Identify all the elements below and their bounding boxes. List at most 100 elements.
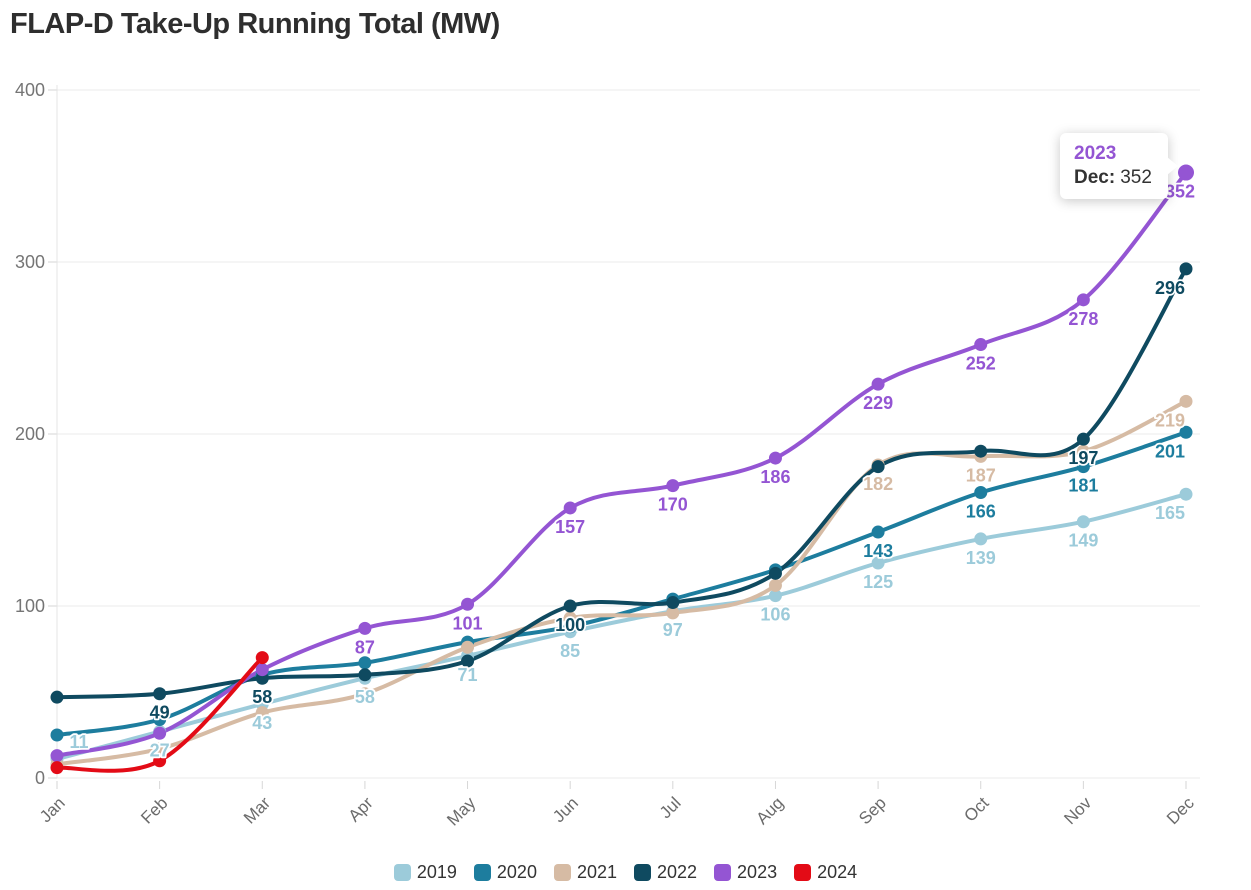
point-label-2022-Jun: 100 bbox=[555, 615, 585, 635]
legend-item-2024[interactable]: 2024 bbox=[794, 862, 857, 883]
point-label-2019-Dec: 165 bbox=[1155, 503, 1185, 523]
legend-label-2021: 2021 bbox=[576, 862, 617, 882]
point-2019-Oct[interactable] bbox=[974, 532, 988, 546]
x-tick-label-Jan: Jan bbox=[36, 793, 69, 826]
point-2022-Oct[interactable] bbox=[974, 444, 988, 458]
legend-swatch-2021 bbox=[553, 864, 571, 881]
point-2022-Sep[interactable] bbox=[871, 460, 885, 474]
point-2021-May[interactable] bbox=[461, 640, 475, 654]
legend-item-2023[interactable]: 2023 bbox=[714, 862, 777, 883]
point-2023-Nov[interactable] bbox=[1076, 293, 1090, 307]
point-2023-Jun[interactable] bbox=[563, 501, 577, 515]
point-2021-Jun[interactable] bbox=[563, 611, 577, 625]
legend-label-2024: 2024 bbox=[817, 862, 858, 882]
x-tick-label-Apr: Apr bbox=[345, 793, 377, 825]
point-2023-Mar[interactable] bbox=[255, 663, 269, 677]
point-2021-Feb[interactable] bbox=[153, 742, 167, 756]
point-2023-Dec[interactable] bbox=[1178, 164, 1194, 181]
legend-item-2022[interactable]: 2022 bbox=[634, 862, 697, 883]
y-tick-label-200: 200 bbox=[15, 424, 45, 444]
point-2024-Feb[interactable] bbox=[153, 754, 167, 768]
line-2023 bbox=[55, 170, 1188, 758]
point-2022-Jul[interactable] bbox=[666, 596, 680, 610]
x-tick-label-Oct: Oct bbox=[960, 793, 992, 825]
point-2019-Dec[interactable] bbox=[1179, 487, 1193, 501]
point-2024-Mar[interactable] bbox=[255, 651, 269, 665]
point-2019-Nov[interactable] bbox=[1076, 515, 1090, 529]
point-2023-Jan[interactable] bbox=[50, 749, 64, 763]
y-tick-label-300: 300 bbox=[15, 252, 45, 272]
point-2024-Jan[interactable] bbox=[50, 761, 64, 775]
point-2021-Aug[interactable] bbox=[768, 578, 782, 592]
point-2022-Aug[interactable] bbox=[768, 566, 782, 580]
point-label-2022-Dec: 296 bbox=[1155, 278, 1185, 298]
tooltip: 2023 Dec: 352 bbox=[1060, 133, 1178, 199]
point-label-2023-Jul: 170 bbox=[658, 495, 688, 515]
point-2020-Oct[interactable] bbox=[974, 485, 988, 499]
point-label-2022-Feb: 49 bbox=[150, 703, 170, 723]
point-label-2019-Jul: 97 bbox=[663, 620, 683, 640]
point-label-2023-Nov: 278 bbox=[1068, 309, 1098, 329]
point-2023-Sep[interactable] bbox=[871, 377, 885, 391]
point-label-2020-Dec: 201 bbox=[1155, 441, 1185, 461]
point-label-2020-Nov: 181 bbox=[1068, 476, 1098, 496]
point-label-2022-Nov: 197 bbox=[1068, 448, 1098, 468]
legend-swatch-2023 bbox=[714, 864, 732, 881]
x-tick-label-Sep: Sep bbox=[855, 793, 890, 828]
legend-label-2020: 2020 bbox=[496, 862, 537, 882]
point-2023-May[interactable] bbox=[461, 597, 475, 611]
point-2022-May[interactable] bbox=[461, 654, 475, 668]
x-tick-label-Mar: Mar bbox=[240, 793, 274, 827]
point-2022-Nov[interactable] bbox=[1076, 432, 1090, 446]
point-label-2019-May: 71 bbox=[458, 665, 478, 685]
x-tick-label-Dec: Dec bbox=[1163, 793, 1198, 828]
point-2022-Dec[interactable] bbox=[1179, 262, 1193, 276]
point-2020-Dec[interactable] bbox=[1179, 425, 1193, 439]
point-label-2023-Aug: 186 bbox=[760, 467, 790, 487]
point-label-2020-Oct: 166 bbox=[966, 501, 996, 521]
legend-item-2019[interactable]: 2019 bbox=[393, 862, 457, 883]
legend-item-2021[interactable]: 2021 bbox=[553, 862, 617, 883]
point-2021-Dec[interactable] bbox=[1179, 394, 1193, 408]
point-2021-Nov[interactable] bbox=[1076, 444, 1090, 458]
chart-title: FLAP-D Take-Up Running Total (MW) bbox=[10, 8, 500, 40]
x-tick-label-Jun: Jun bbox=[549, 793, 582, 826]
point-2019-Aug[interactable] bbox=[768, 589, 782, 603]
point-2023-Feb[interactable] bbox=[153, 726, 167, 740]
point-2020-Nov[interactable] bbox=[1076, 460, 1090, 474]
point-label-2019-Apr: 58 bbox=[355, 687, 375, 707]
point-label-2019-Feb: 27 bbox=[150, 741, 170, 761]
point-2022-Jun[interactable] bbox=[563, 599, 577, 613]
legend-swatch-2020 bbox=[473, 864, 491, 881]
point-label-2023-Apr: 87 bbox=[355, 637, 375, 657]
point-2020-Feb[interactable] bbox=[153, 713, 167, 727]
point-2019-Sep[interactable] bbox=[871, 556, 885, 570]
point-2022-Feb[interactable] bbox=[153, 687, 167, 701]
point-label-2021-Oct: 187 bbox=[966, 465, 996, 485]
legend-item-2020[interactable]: 2020 bbox=[473, 862, 537, 883]
point-2021-Jul[interactable] bbox=[666, 606, 680, 620]
point-label-2023-May: 101 bbox=[453, 613, 483, 633]
point-2020-Sep[interactable] bbox=[871, 525, 885, 539]
point-label-2023-Oct: 252 bbox=[966, 354, 996, 374]
point-label-2021-Sep: 182 bbox=[863, 474, 893, 494]
legend-label-2022: 2022 bbox=[657, 862, 698, 882]
point-2023-Apr[interactable] bbox=[358, 621, 372, 635]
y-tick-label-0: 0 bbox=[35, 768, 45, 788]
tooltip-pointer-icon bbox=[1167, 157, 1178, 175]
point-2023-Aug[interactable] bbox=[768, 451, 782, 465]
point-2022-Apr[interactable] bbox=[358, 668, 372, 682]
point-2021-Apr[interactable] bbox=[358, 687, 372, 701]
tooltip-series-name: 2023 bbox=[1074, 143, 1117, 164]
point-label-2019-Sep: 125 bbox=[863, 572, 893, 592]
point-2022-Jan[interactable] bbox=[50, 690, 64, 704]
point-2021-Mar[interactable] bbox=[255, 706, 269, 720]
point-2023-Oct[interactable] bbox=[974, 338, 988, 352]
point-label-2021-Dec: 219 bbox=[1155, 410, 1185, 430]
point-2020-Apr[interactable] bbox=[358, 656, 372, 670]
point-2023-Jul[interactable] bbox=[666, 479, 680, 493]
point-2020-Jan[interactable] bbox=[50, 728, 64, 742]
point-label-2023-Sep: 229 bbox=[863, 393, 893, 413]
